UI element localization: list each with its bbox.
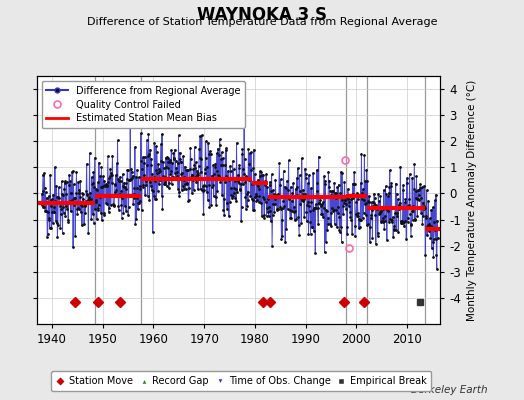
Text: Difference of Station Temperature Data from Regional Average: Difference of Station Temperature Data f…	[87, 17, 437, 27]
Legend: Difference from Regional Average, Quality Control Failed, Estimated Station Mean: Difference from Regional Average, Qualit…	[41, 81, 245, 128]
Text: WAYNOKA 3 S: WAYNOKA 3 S	[197, 6, 327, 24]
Y-axis label: Monthly Temperature Anomaly Difference (°C): Monthly Temperature Anomaly Difference (…	[466, 79, 477, 321]
Legend: Station Move, Record Gap, Time of Obs. Change, Empirical Break: Station Move, Record Gap, Time of Obs. C…	[51, 372, 431, 391]
Text: Berkeley Earth: Berkeley Earth	[411, 385, 487, 395]
